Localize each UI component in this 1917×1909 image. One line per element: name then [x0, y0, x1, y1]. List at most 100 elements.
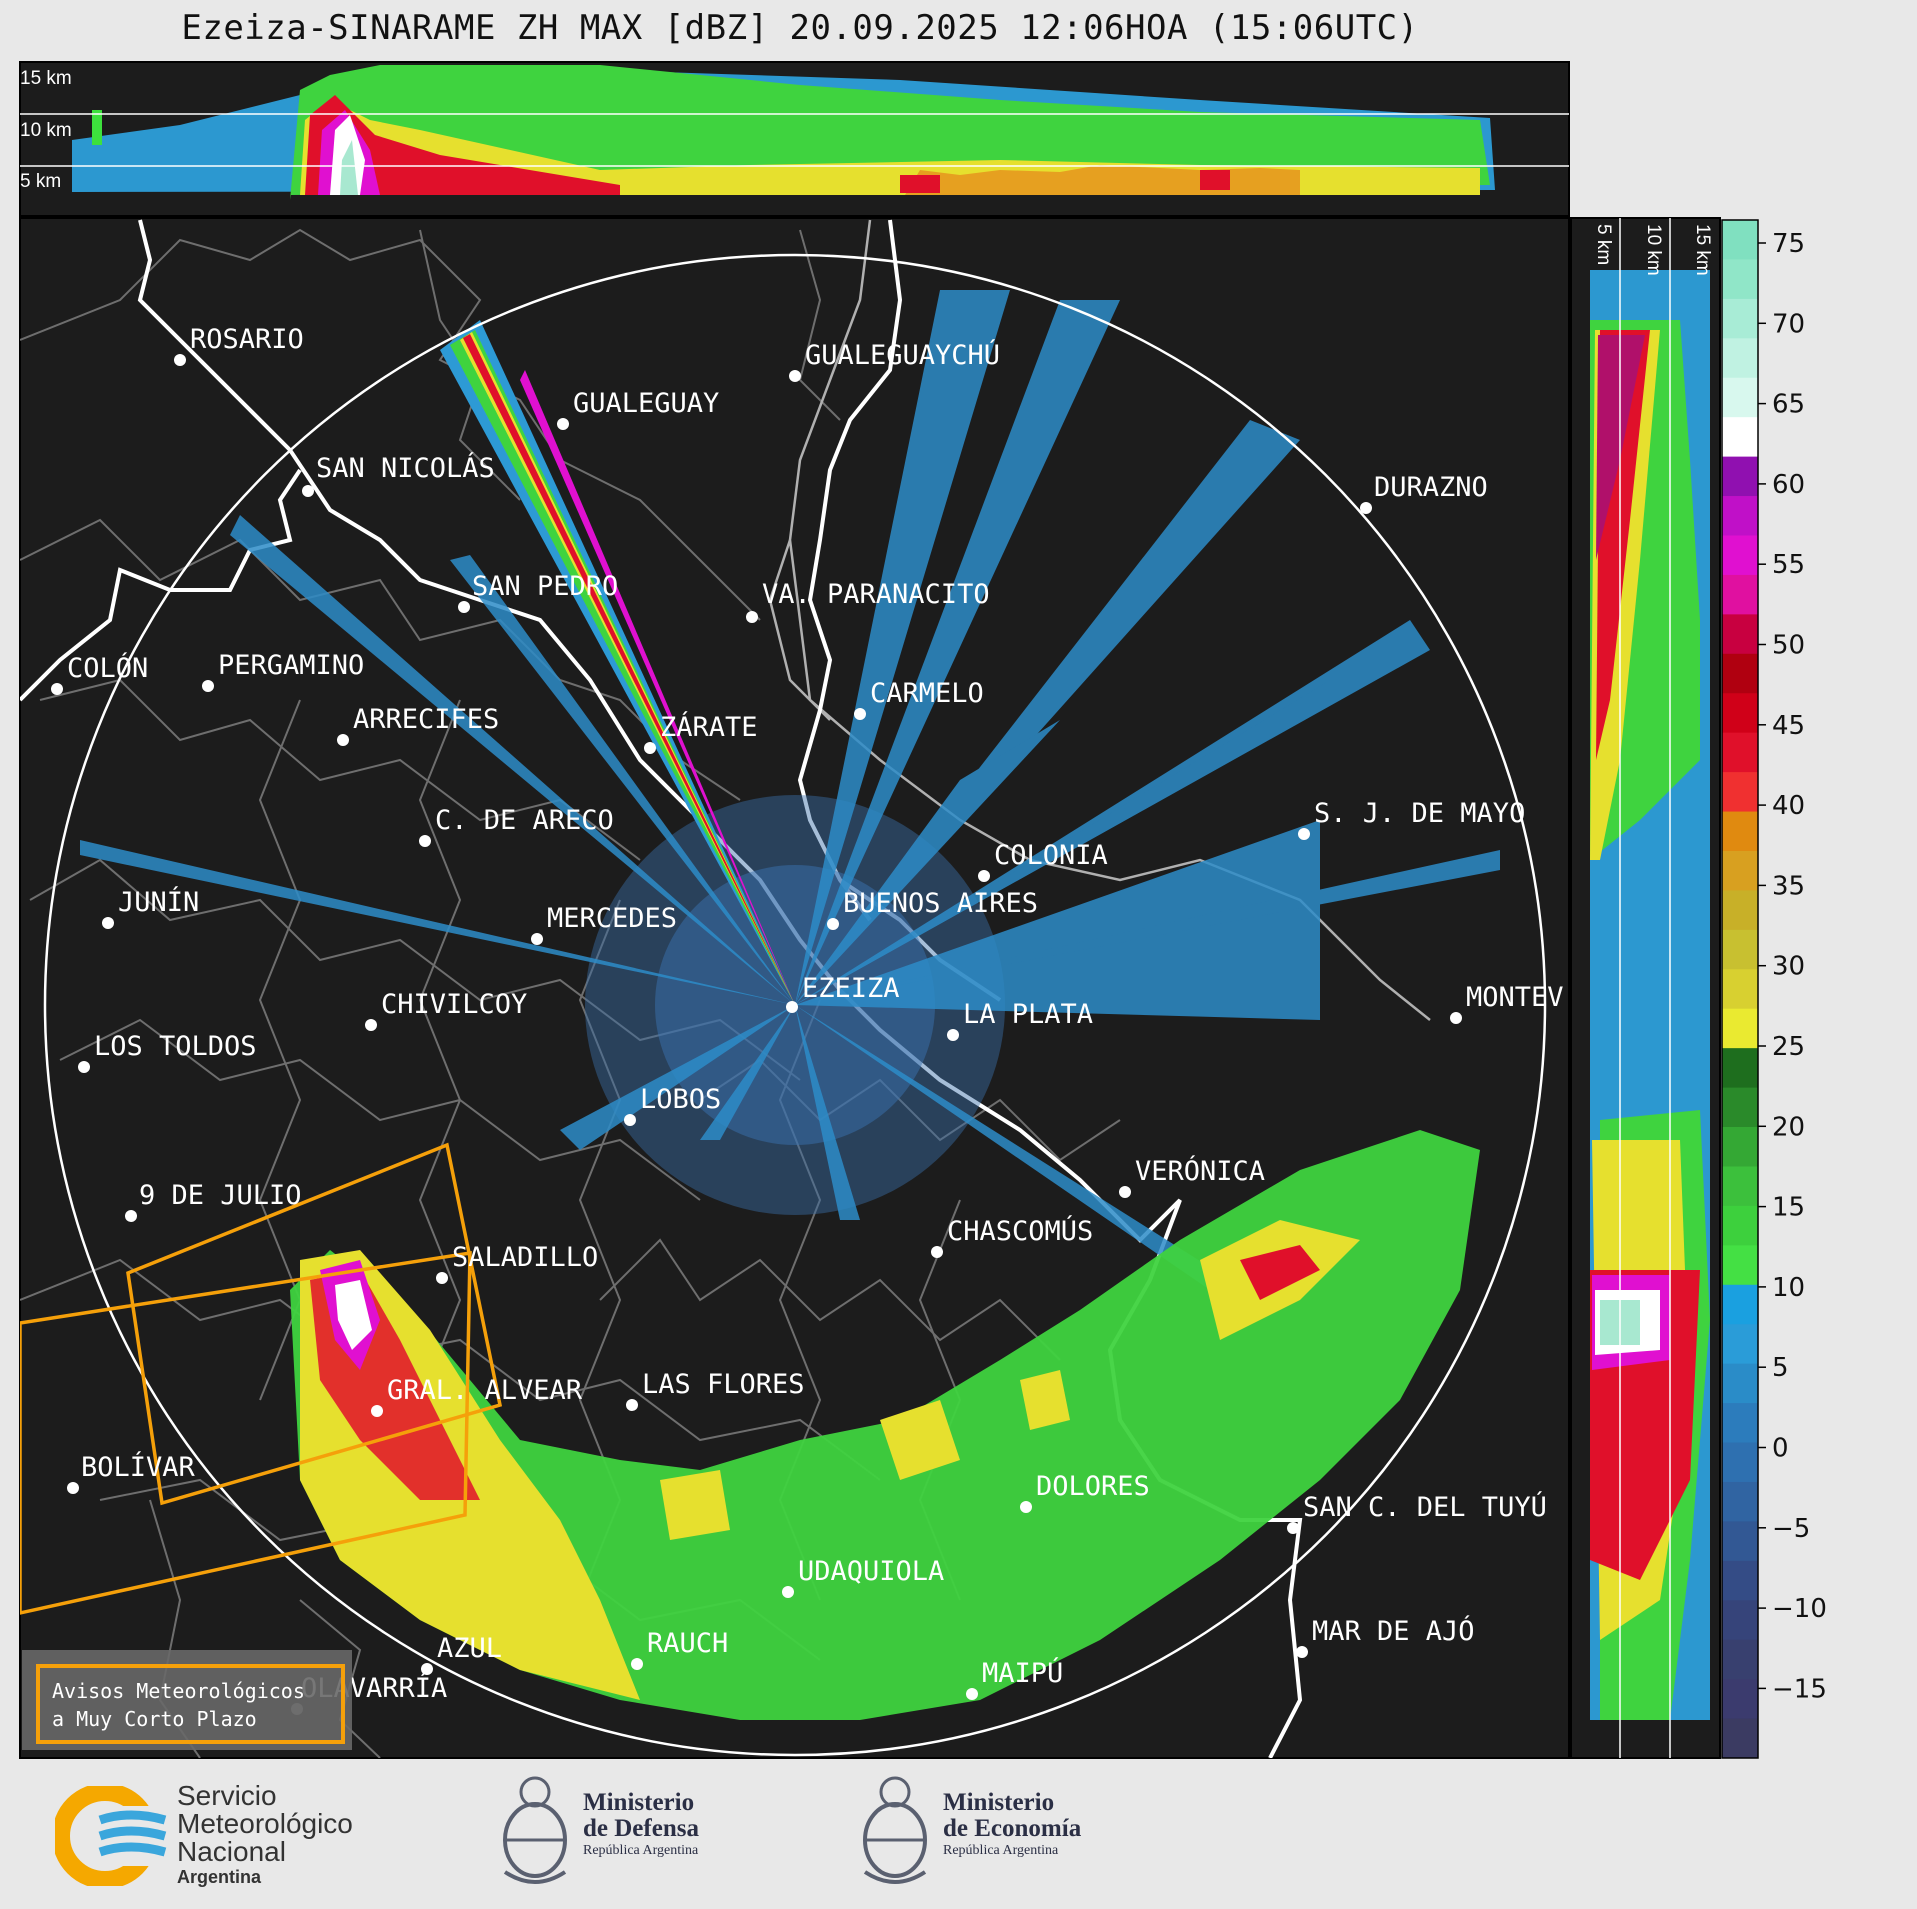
colorbar-tick-label: 55	[1772, 550, 1805, 580]
colorbar-swatch	[1722, 338, 1758, 379]
colorbar-tick-label: 40	[1772, 791, 1805, 821]
city-dot-udaquiola	[782, 1586, 794, 1598]
city-dot-rauch	[631, 1658, 643, 1670]
city-dot-carmelo	[854, 708, 866, 720]
city-label-colonia: COLONIA	[994, 840, 1108, 871]
city-dot-buenos-aires	[827, 918, 839, 930]
city-label-va-paranacito: VA. PARANACITO	[762, 579, 990, 610]
city-label-la-plata: LA PLATA	[963, 999, 1093, 1030]
city-dot-z-rate	[644, 742, 656, 754]
city-dot-dolores	[1020, 1501, 1032, 1513]
colorbar-tick-label: 10	[1772, 1273, 1805, 1303]
side-height-label-15: 15 km	[1692, 224, 1713, 276]
colorbar-swatch	[1722, 969, 1758, 1010]
city-label-col-n: COLÓN	[67, 652, 148, 684]
colorbar-swatch	[1722, 574, 1758, 615]
map-panel	[19, 217, 1570, 1759]
city-label-gualeguay: GUALEGUAY	[573, 388, 719, 419]
city-dot-chascom-s	[931, 1246, 943, 1258]
colorbar-tick-label: 5	[1772, 1353, 1789, 1383]
city-label-dolores: DOLORES	[1036, 1471, 1150, 1502]
city-label-z-rate: ZÁRATE	[660, 711, 758, 743]
economia-logo: Ministerio de Economía República Argenti…	[855, 1772, 1155, 1897]
city-label-montev: MONTEV	[1466, 982, 1564, 1013]
city-label-gral-alvear: GRAL. ALVEAR	[387, 1375, 583, 1406]
colorbar-tick-label: 30	[1772, 952, 1805, 982]
colorbar-swatch	[1722, 929, 1758, 970]
city-label-s-j-de-mayo: S. J. DE MAYO	[1314, 798, 1525, 829]
colorbar-tick-label: 75	[1772, 229, 1805, 259]
colorbar-tick-label: 20	[1772, 1112, 1805, 1142]
page-title: Ezeiza-SINARAME ZH MAX [dBZ] 20.09.2025 …	[181, 8, 1419, 48]
city-dot-mercedes	[531, 933, 543, 945]
city-dot-ezeiza	[786, 1001, 798, 1013]
colorbar-swatch	[1722, 614, 1758, 655]
colorbar-swatch	[1722, 1403, 1758, 1444]
colorbar-swatch	[1722, 1205, 1758, 1246]
city-label-los-toldos: LOS TOLDOS	[94, 1031, 257, 1062]
colorbar-swatch	[1722, 1008, 1758, 1049]
city-dot-montev	[1450, 1012, 1462, 1024]
economia-line-1: Ministerio	[943, 1789, 1055, 1816]
city-dot-san-c-del-tuy	[1287, 1522, 1299, 1534]
smn-line-3: Nacional	[177, 1836, 286, 1867]
city-dot-chivilcoy	[365, 1019, 377, 1031]
range-ring	[43, 253, 1547, 1757]
city-label-gualeguaych: GUALEGUAYCHÚ	[805, 339, 1000, 371]
colorbar-swatch	[1722, 456, 1758, 497]
city-dot-jun-n	[102, 917, 114, 929]
side-cross-section: 5 km 10 km 15 km	[1570, 217, 1721, 1759]
warning-polygons	[20, 1142, 503, 1615]
city-label-rosario: ROSARIO	[190, 324, 304, 355]
city-label-c-de-areco: C. DE ARECO	[435, 805, 614, 836]
city-label-ezeiza: EZEIZA	[802, 973, 900, 1004]
city-dot-va-paranacito	[746, 611, 758, 623]
colorbar-swatch	[1722, 535, 1758, 576]
colorbar-tick-label: −10	[1772, 1594, 1827, 1624]
colorbar-tick-label: 65	[1772, 390, 1805, 420]
legend-line-1: Avisos Meteorológicos	[52, 1679, 305, 1703]
city-dot-azul	[421, 1663, 433, 1675]
colorbar-swatch	[1722, 1127, 1758, 1167]
city-dot-rosario	[174, 354, 186, 366]
economia-line-2: de Economía	[943, 1815, 1082, 1842]
city-label-san-c-del-tuy: SAN C. DEL TUYÚ	[1303, 1491, 1547, 1523]
city-dot-pergamino	[202, 680, 214, 692]
economia-line-3: República Argentina	[943, 1843, 1059, 1858]
colorbar-tick-label: 15	[1772, 1193, 1805, 1223]
colorbar-swatch	[1722, 1521, 1758, 1562]
colorbar-swatch	[1722, 1324, 1758, 1365]
colorbar-swatch	[1722, 772, 1758, 813]
city-label-buenos-aires: BUENOS AIRES	[843, 888, 1038, 919]
legend-line-2: a Muy Corto Plazo	[52, 1707, 257, 1731]
legend-box-frame	[36, 1664, 345, 1744]
city-dot-lobos	[624, 1114, 636, 1126]
colorbar-tick-label: 60	[1772, 470, 1805, 500]
city-label-bol-var: BOLÍVAR	[81, 1451, 196, 1483]
colorbar-swatch	[1722, 693, 1758, 734]
colorbar-swatch	[1722, 850, 1758, 891]
city-dot-bol-var	[67, 1482, 79, 1494]
defensa-line-1: Ministerio	[583, 1789, 695, 1816]
city-label-durazno: DURAZNO	[1374, 472, 1488, 503]
city-dot-gualeguaych	[789, 370, 801, 382]
coat-of-arms-icon	[503, 1776, 567, 1884]
city-label-chivilcoy: CHIVILCOY	[381, 989, 527, 1020]
colorbar-swatch	[1722, 1087, 1758, 1128]
colorbar-swatch	[1722, 1718, 1758, 1759]
city-dot-durazno	[1360, 502, 1372, 514]
side-height-label-10: 10 km	[1643, 224, 1664, 276]
colorbar-tick-label: 0	[1772, 1434, 1789, 1464]
colorbar-swatch	[1722, 1048, 1758, 1089]
city-label-jun-n: JUNÍN	[118, 886, 199, 918]
colorbar-tick-label: 45	[1772, 711, 1805, 741]
smn-line-2: Meteorológico	[177, 1808, 353, 1839]
colorbar-tick-label: 50	[1772, 631, 1805, 661]
smn-line-4: Argentina	[177, 1867, 262, 1887]
city-dot-gral-alvear	[371, 1405, 383, 1417]
colorbar-swatch	[1722, 811, 1758, 852]
colorbar-swatch	[1722, 1363, 1758, 1404]
city-dot-gualeguay	[557, 418, 569, 430]
colorbar-swatch	[1722, 417, 1758, 458]
